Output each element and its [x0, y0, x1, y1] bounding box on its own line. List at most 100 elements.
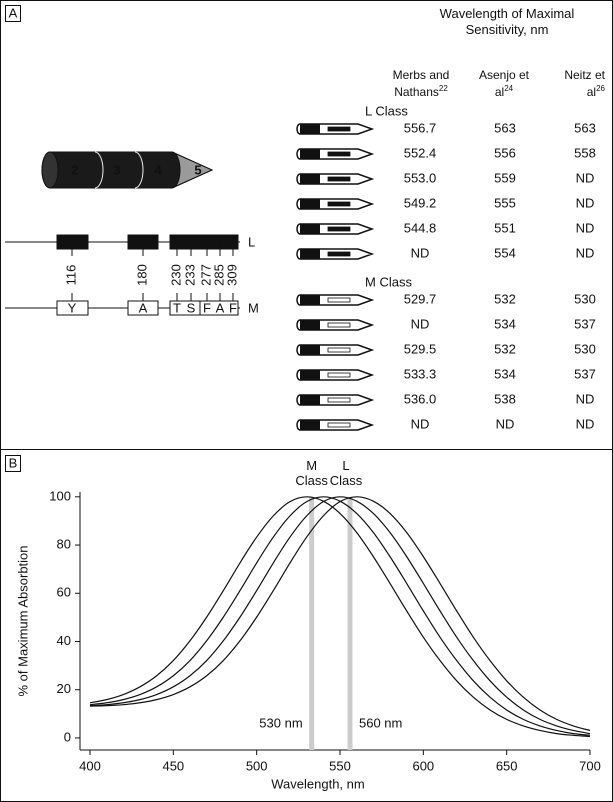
x-tick-label: 550: [329, 758, 351, 773]
table-cell: ND: [411, 245, 430, 260]
y-tick-label: 20: [57, 681, 71, 696]
gene-icon-segment: [300, 420, 320, 430]
table-cell: 537: [574, 316, 596, 331]
gene-icon-segment: [300, 124, 320, 134]
x-tick-label: 700: [579, 758, 601, 773]
exon-divider: [134, 151, 144, 189]
residue: S: [187, 300, 196, 315]
table-cell: 529.7: [404, 291, 437, 306]
residue: F: [229, 300, 237, 315]
table-cell: 530: [574, 291, 596, 306]
position-label: 285: [211, 264, 226, 286]
column-header: Neitz et al26: [555, 68, 605, 99]
gene-icon-segment: [327, 176, 351, 182]
absorption-curve: [89, 496, 591, 735]
table-cell: 529.5: [404, 341, 437, 356]
reference-title: M Class: [295, 458, 328, 488]
residue: A: [187, 234, 196, 249]
column-header-text: Merbs and Nathans: [392, 68, 450, 99]
citation: 26: [596, 84, 605, 93]
x-tick-label: 500: [246, 758, 268, 773]
table-cell: ND: [411, 416, 430, 431]
table-header: Wavelength of Maximal Sensitivity, nm: [439, 6, 575, 37]
absorption-curve: [89, 496, 591, 738]
table-cell: ND: [576, 245, 595, 260]
x-tick-label: 400: [79, 758, 101, 773]
gene-icon-segment: [300, 345, 320, 355]
y-tick-label: 0: [64, 729, 71, 744]
position-label: 116: [63, 265, 78, 286]
table-cell: 559: [494, 170, 516, 185]
absorption-curve: [89, 496, 591, 732]
column-header: Merbs and Nathans22: [385, 68, 457, 99]
gene-icon-segment: [300, 199, 320, 209]
gene-icon-segment: [300, 320, 320, 330]
table-cell: 552.4: [404, 145, 437, 160]
position-label: 230: [168, 264, 183, 286]
table-cell: ND: [576, 391, 595, 406]
table-cell: 558: [574, 145, 596, 160]
table-cell: 549.2: [404, 195, 437, 210]
gene-icon-segment: [327, 251, 351, 257]
table-cell: ND: [576, 220, 595, 235]
table-cell: 551: [494, 220, 516, 235]
table-cell: 538: [494, 391, 516, 406]
gene-icon-segment: [327, 151, 351, 157]
position-label: 180: [134, 264, 149, 286]
exon-label: 4: [154, 162, 162, 177]
position-label: 277: [198, 264, 213, 286]
table-cell: 554: [494, 245, 516, 260]
y-tick-label: 80: [57, 536, 71, 551]
residue: T: [173, 300, 181, 315]
residue: Y: [68, 300, 77, 315]
table-cell: 534: [494, 366, 516, 381]
gene-icon-segment: [300, 395, 320, 405]
position-label: 233: [182, 264, 197, 286]
table-cell: ND: [576, 195, 595, 210]
group-label: M Class: [365, 274, 412, 289]
exon-label: 2: [71, 162, 78, 177]
table-cell: 536.0: [404, 391, 437, 406]
table-cell: 563: [574, 120, 596, 135]
gene-icon-segment: [300, 295, 320, 305]
gene-name: L: [248, 234, 255, 249]
gene-name: M: [248, 300, 259, 315]
column-header: Asenjo et al24: [478, 68, 530, 99]
table-cell: 555: [494, 195, 516, 210]
gene-icon-segment: [327, 226, 351, 232]
x-axis-label: Wavelength, nm: [271, 776, 364, 791]
panel-label-box: [5, 455, 21, 472]
gene-icon-segment: [327, 422, 351, 428]
x-tick-label: 600: [412, 758, 434, 773]
residue-box: [199, 234, 239, 250]
panel-label-box: [5, 5, 21, 22]
reference-label: 530 nm: [259, 715, 302, 730]
column-header-text: Asenjo et al: [478, 68, 530, 99]
residue: S: [139, 234, 148, 249]
exon-label: 3: [113, 162, 120, 177]
gene-icon-segment: [327, 126, 351, 132]
exon-divider: [94, 151, 104, 189]
gene-icon-segment: [300, 370, 320, 380]
table-cell: 556: [494, 145, 516, 160]
y-tick-label: 60: [57, 585, 71, 600]
gene-icon-segment: [327, 322, 351, 328]
table-cell: ND: [496, 416, 515, 431]
reference-title: L Class: [329, 458, 363, 488]
residue: T: [216, 234, 224, 249]
gene-icon-segment: [300, 174, 320, 184]
table-cell: 563: [494, 120, 516, 135]
gene-icon-segment: [300, 249, 320, 259]
y-tick-label: 40: [57, 633, 71, 648]
table-cell: 556.7: [404, 120, 437, 135]
reference-label: 560 nm: [359, 715, 402, 730]
table-cell: ND: [576, 170, 595, 185]
exon-label: 5: [194, 162, 201, 177]
table-cell: 532: [494, 341, 516, 356]
residue: Y: [229, 234, 238, 249]
gene-icon-segment: [300, 149, 320, 159]
x-tick-label: 450: [162, 758, 184, 773]
table-cell: 533.3: [404, 366, 437, 381]
gene-icon-segment: [327, 201, 351, 207]
